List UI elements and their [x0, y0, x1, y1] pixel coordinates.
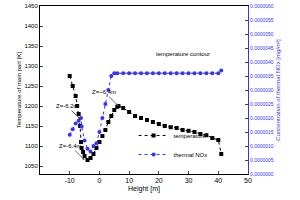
svg-text:10: 10: [125, 177, 133, 184]
svg-text:0.0000015: 0.0000015: [250, 129, 274, 135]
svg-text:0.0000000: 0.0000000: [250, 171, 274, 177]
svg-text:temperature contour: temperature contour: [156, 51, 210, 57]
svg-text:Concentration of thermal NOx [: Concentration of thermal NOx [mg/m³]: [275, 39, 281, 141]
svg-text:40: 40: [214, 177, 222, 184]
svg-text:30: 30: [185, 177, 193, 184]
svg-text:1100: 1100: [25, 143, 39, 149]
svg-text:20: 20: [155, 177, 163, 184]
svg-text:Z=-6.4m: Z=-6.4m: [59, 143, 82, 149]
svg-text:Height [m]: Height [m]: [128, 185, 160, 193]
svg-text:0.0000050: 0.0000050: [250, 31, 274, 37]
svg-text:thermal NOx: thermal NOx: [174, 152, 208, 158]
svg-text:0.0000010: 0.0000010: [250, 143, 274, 149]
svg-text:Z=~6.4m: Z=~6.4m: [92, 89, 116, 95]
svg-text:1150: 1150: [25, 123, 39, 129]
svg-text:0.0000040: 0.0000040: [250, 59, 274, 65]
svg-text:Temperature of main part [K]: Temperature of main part [K]: [16, 52, 22, 128]
svg-text:0.0000025: 0.0000025: [250, 101, 274, 107]
svg-text:50: 50: [244, 177, 252, 184]
svg-text:1350: 1350: [24, 43, 38, 49]
svg-text:1050: 1050: [24, 163, 38, 169]
svg-text:1300: 1300: [24, 63, 38, 69]
svg-text:0.0000060: 0.0000060: [250, 3, 274, 9]
svg-text:0.0000020: 0.0000020: [250, 115, 274, 121]
svg-text:1400: 1400: [24, 23, 38, 29]
svg-text:0.0000055: 0.0000055: [250, 17, 274, 23]
svg-text:1450: 1450: [24, 3, 38, 9]
svg-text:Z=-6.2m: Z=-6.2m: [56, 103, 79, 109]
svg-text:0.0000030: 0.0000030: [250, 87, 274, 93]
svg-text:0.0000005: 0.0000005: [250, 157, 274, 163]
svg-text:0.0000035: 0.0000035: [250, 73, 274, 79]
svg-text:0: 0: [97, 177, 101, 184]
svg-text:temperature: temperature: [174, 133, 207, 139]
svg-text:1250: 1250: [24, 83, 38, 89]
svg-text:-10: -10: [65, 177, 75, 184]
svg-text:1200: 1200: [24, 103, 38, 109]
svg-text:0.0000045: 0.0000045: [250, 45, 274, 51]
